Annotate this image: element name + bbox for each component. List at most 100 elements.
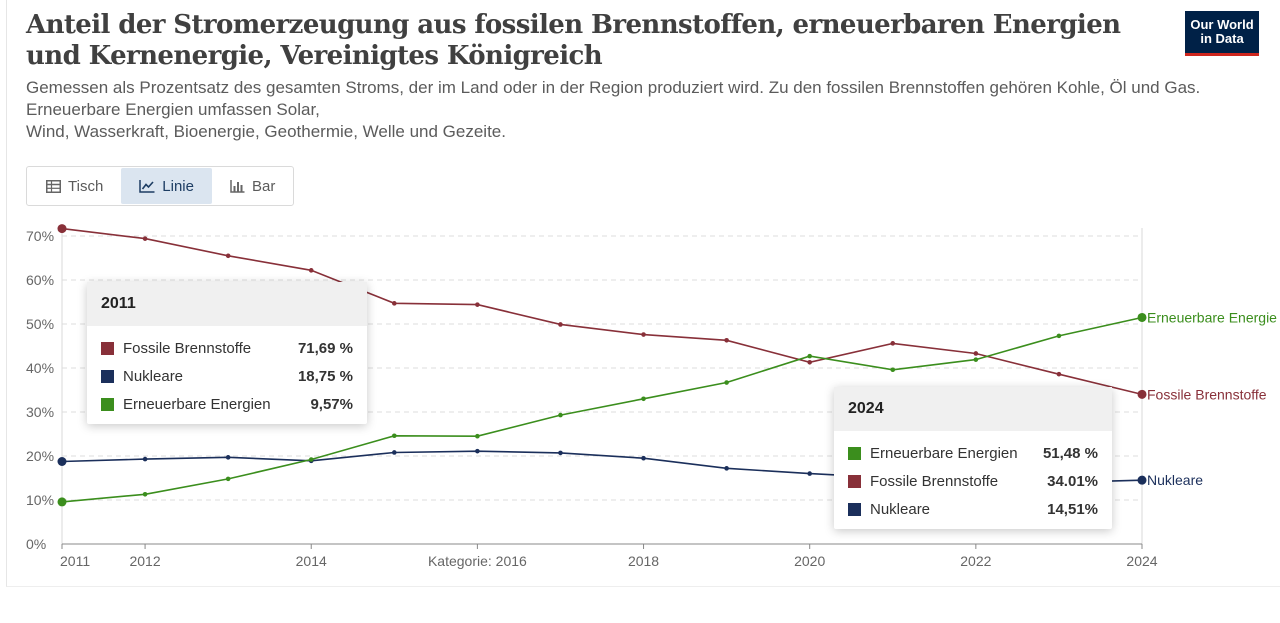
y-tick-label: 0% (26, 536, 46, 552)
tooltip-row-value: 51,48 % (1042, 444, 1098, 462)
x-tick-label: 2024 (1126, 553, 1157, 569)
data-point-nuclear (475, 448, 480, 454)
series-end-label-renewable: Erneuerbare Energie (1147, 309, 1277, 325)
bar-chart-icon (230, 179, 245, 193)
legend-swatch-fossil (848, 474, 861, 488)
data-point-renewable (807, 353, 812, 359)
tab-table[interactable]: Tisch (28, 168, 121, 204)
y-tick-label: 20% (26, 448, 54, 464)
x-tick-label: 2022 (960, 553, 991, 569)
tooltip-2024: 2024 Erneuerbare Energien 51,48 % Fossil… (834, 387, 1112, 529)
y-tick-label: 10% (26, 492, 54, 508)
data-point-fossil (724, 337, 729, 343)
tooltip-2011-row-renewable: Erneuerbare Energien 9,57% (87, 390, 367, 418)
x-tick-label: 2014 (296, 553, 327, 569)
tooltip-row-label: Nukleare (123, 367, 184, 385)
tooltip-2024-row-nuclear: Nukleare 14,51% (834, 495, 1112, 523)
tooltip-row-label: Erneuerbare Energien (870, 444, 1018, 462)
data-point-nuclear (57, 457, 67, 466)
table-icon (46, 179, 61, 193)
data-point-fossil (890, 341, 896, 346)
tooltip-2011-row-nuclear: Nukleare 18,75 % (87, 362, 367, 390)
y-tick-label: 40% (26, 360, 54, 376)
tooltip-row-value: 14,51% (1047, 500, 1098, 518)
data-point-fossil (57, 224, 67, 234)
chart-title: Anteil der Stromerzeugung aus fossilen B… (26, 10, 1121, 71)
data-point-nuclear (392, 450, 397, 455)
data-point-fossil (558, 322, 563, 327)
data-point-renewable (392, 433, 397, 439)
tooltip-2024-year: 2024 (834, 387, 1112, 431)
data-point-fossil (807, 359, 812, 365)
data-point-fossil (1137, 389, 1147, 399)
data-point-fossil (973, 351, 979, 356)
data-point-nuclear (558, 450, 563, 456)
data-point-renewable (1056, 333, 1062, 339)
data-point-renewable (558, 412, 563, 418)
x-tick-label: 2020 (794, 553, 825, 569)
tooltip-2011-row-fossil: Fossile Brennstoffe 71,69 % (87, 334, 367, 362)
tooltip-row-label: Fossile Brennstoffe (123, 339, 252, 357)
data-point-nuclear (142, 456, 148, 462)
tooltip-row-value: 71,69 % (297, 339, 353, 357)
data-point-renewable (724, 380, 729, 385)
tooltip-row-label: Fossile Brennstoffe (870, 472, 999, 490)
tooltip-2024-row-renewable: Erneuerbare Energien 51,48 % (834, 439, 1112, 467)
tooltip-row-label: Erneuerbare Energien (123, 395, 271, 413)
legend-swatch-renewable (848, 446, 861, 460)
data-point-renewable (973, 357, 979, 362)
x-tick-label: Kategorie: 2016 (428, 553, 527, 569)
data-point-fossil (475, 302, 480, 307)
tooltip-2011-year: 2011 (87, 282, 367, 326)
data-point-fossil (308, 268, 314, 273)
data-point-fossil (1056, 371, 1062, 377)
subtitle-line-1: Gemessen als Prozentsatz des gesamten St… (26, 78, 1201, 97)
data-point-renewable (57, 497, 67, 507)
tooltip-row-value: 18,75 % (297, 367, 353, 385)
legend-swatch-nuclear (848, 502, 861, 516)
tooltip-2024-row-fossil: Fossile Brennstoffe 34.01% (834, 467, 1112, 495)
legend-swatch-fossil (101, 341, 114, 355)
data-point-fossil (142, 236, 148, 241)
data-point-nuclear (1137, 475, 1147, 485)
logo-line-1: Our World (1190, 17, 1254, 32)
data-point-renewable (1137, 312, 1147, 322)
view-tabs: Tisch Linie Bar (26, 166, 295, 206)
data-point-renewable (225, 476, 231, 482)
tab-line[interactable]: Linie (121, 168, 212, 204)
data-point-renewable (475, 433, 480, 439)
x-tick-label: 2011 (60, 553, 90, 569)
series-end-label-fossil: Fossile Brennstoffe (1147, 386, 1267, 402)
data-point-nuclear (225, 455, 231, 460)
data-point-nuclear (724, 466, 729, 471)
subtitle-line-2: Erneuerbare Energien umfassen Solar, (26, 100, 320, 119)
data-point-fossil (392, 301, 397, 306)
tooltip-row-value: 9,57% (310, 395, 353, 413)
tooltip-row-label: Nukleare (870, 500, 931, 518)
legend-swatch-nuclear (101, 369, 114, 383)
data-point-nuclear (807, 471, 812, 476)
tab-line-label: Linie (162, 177, 194, 195)
series-end-label-nuclear: Nukleare (1147, 472, 1203, 488)
data-point-renewable (142, 491, 148, 497)
y-tick-label: 60% (26, 272, 54, 288)
data-point-nuclear (641, 455, 646, 461)
tab-bar[interactable]: Bar (212, 168, 293, 204)
data-point-renewable (890, 367, 896, 373)
line-chart-icon (139, 179, 155, 193)
data-point-renewable (308, 457, 314, 462)
owid-logo[interactable]: Our World in Data (1185, 11, 1259, 56)
legend-swatch-renewable (101, 397, 114, 411)
tooltip-row-value: 34.01% (1047, 472, 1098, 490)
data-point-renewable (641, 396, 646, 402)
tooltip-2011: 2011 Fossile Brennstoffe 71,69 % Nuklear… (87, 282, 367, 424)
y-tick-label: 70% (26, 228, 54, 244)
data-point-fossil (225, 253, 231, 259)
y-tick-label: 30% (26, 404, 54, 420)
x-tick-label: 2018 (628, 553, 659, 569)
logo-line-2: in Data (1200, 31, 1244, 46)
x-tick-label: 2012 (129, 553, 160, 569)
data-point-fossil (641, 332, 646, 337)
subtitle-line-3: Wind, Wasserkraft, Bioenergie, Geothermi… (26, 122, 506, 141)
series-line-renewable (61, 316, 1143, 503)
